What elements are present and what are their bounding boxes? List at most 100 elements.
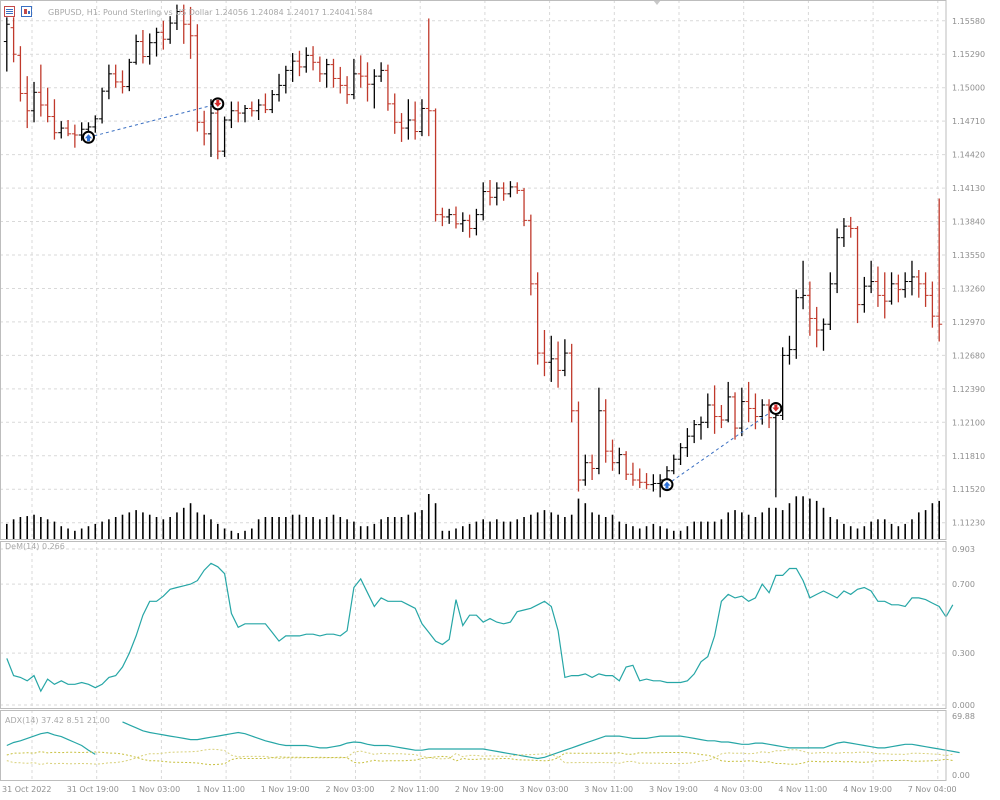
price-bar <box>221 116 228 157</box>
price-bar <box>153 27 160 57</box>
price-bar <box>493 182 500 206</box>
price-bar <box>922 272 929 307</box>
chart-window-icon[interactable] <box>21 6 32 17</box>
price-bar <box>820 318 827 351</box>
price-bar <box>316 56 323 82</box>
grid-lines <box>0 0 946 781</box>
price-bar <box>718 405 725 429</box>
price-bar <box>793 289 800 359</box>
price-bar <box>350 58 357 100</box>
price-bar <box>194 24 201 132</box>
price-bar <box>432 108 439 222</box>
time-tick-label: 2 Nov 19:00 <box>455 785 504 794</box>
price-bar <box>541 330 548 377</box>
dem-tick-label: 0.000 <box>952 701 975 710</box>
price-bar <box>881 272 888 319</box>
price-bar <box>439 207 446 227</box>
price-bar <box>31 81 38 123</box>
price-bar <box>214 103 221 160</box>
price-bar <box>180 4 187 44</box>
price-bar <box>51 99 58 140</box>
price-tick-label: 1.12100 <box>952 418 985 427</box>
price-bar <box>854 226 861 324</box>
price-bars <box>3 4 943 498</box>
price-bar <box>888 272 895 305</box>
trade-line <box>88 103 218 138</box>
trade-line <box>666 408 777 486</box>
volume-bars <box>6 494 940 540</box>
time-tick-label: 3 Nov 19:00 <box>649 785 698 794</box>
price-bar <box>391 93 398 134</box>
pane-frames <box>0 0 947 781</box>
price-tick-label: 1.12680 <box>952 351 985 360</box>
price-bar <box>167 16 174 44</box>
price-bar <box>936 198 943 342</box>
price-bar <box>779 347 786 420</box>
price-bar <box>276 73 283 102</box>
price-tick-label: 1.12390 <box>952 385 985 394</box>
price-bar <box>534 272 541 365</box>
price-bar <box>242 105 249 123</box>
price-bar <box>697 416 704 440</box>
price-bar <box>555 341 562 388</box>
price-bar <box>813 306 820 348</box>
adx-tick-label: 69.88 <box>952 712 975 721</box>
price-bar <box>725 381 732 423</box>
price-tick-label: 1.12970 <box>952 318 985 327</box>
quotes-list-icon[interactable] <box>4 6 15 17</box>
price-tick-label: 1.15580 <box>952 17 985 26</box>
price-bar <box>418 99 425 137</box>
price-bar <box>548 335 555 382</box>
price-bar <box>670 454 677 475</box>
price-bar <box>37 64 44 117</box>
time-tick-label: 2 Nov 03:00 <box>326 785 375 794</box>
price-bar <box>310 46 317 71</box>
price-axis: 1.15580 1.15290 1.15000 1.14710 1.14420 1.141… <box>952 17 985 780</box>
price-bar <box>112 64 119 88</box>
price-bar <box>636 468 643 489</box>
price-tick-label: 1.11810 <box>952 452 985 461</box>
price-bar <box>466 214 473 238</box>
dem-tick-label: 0.903 <box>952 545 975 554</box>
dem-pane-label: DeM(14) 0.266 <box>5 542 65 551</box>
time-tick-label: 1 Nov 11:00 <box>196 785 245 794</box>
price-bar <box>691 420 698 444</box>
price-bar <box>772 408 779 498</box>
price-bar <box>623 451 630 480</box>
price-bar <box>868 260 875 294</box>
price-bar <box>806 281 813 336</box>
price-bar <box>99 87 106 124</box>
price-bar <box>514 182 521 194</box>
trade-lines <box>81 97 783 492</box>
price-bar <box>840 218 847 247</box>
price-bar <box>303 47 310 73</box>
price-bar <box>752 393 759 430</box>
dem-tick-label: 0.700 <box>952 580 975 589</box>
price-bar <box>738 387 745 437</box>
price-bar <box>500 182 507 201</box>
price-bar <box>78 122 85 141</box>
price-bar <box>173 4 180 30</box>
chart-toolbar <box>4 6 32 17</box>
price-bar <box>568 343 575 423</box>
price-bar <box>684 428 691 457</box>
time-axis: 31 Oct 2022 31 Oct 19:00 1 Nov 03:00 1 Nov … <box>2 785 957 794</box>
price-bar <box>44 87 51 123</box>
price-bar <box>847 216 854 238</box>
price-bar <box>616 447 623 475</box>
price-bar <box>207 99 214 157</box>
time-tick-label: 3 Nov 11:00 <box>584 785 633 794</box>
price-bar <box>371 69 378 109</box>
price-bar <box>786 335 793 365</box>
price-bar <box>412 101 419 140</box>
marker-arrow <box>663 481 671 489</box>
price-bar <box>759 399 766 425</box>
price-bar <box>895 274 902 303</box>
price-tick-label: 1.13840 <box>952 218 985 227</box>
dem-tick-label: 0.300 <box>952 649 975 658</box>
price-bar <box>357 55 364 88</box>
chart-shift-marker[interactable] <box>653 0 661 5</box>
marker-arrow <box>84 134 92 142</box>
price-bar <box>344 76 351 104</box>
